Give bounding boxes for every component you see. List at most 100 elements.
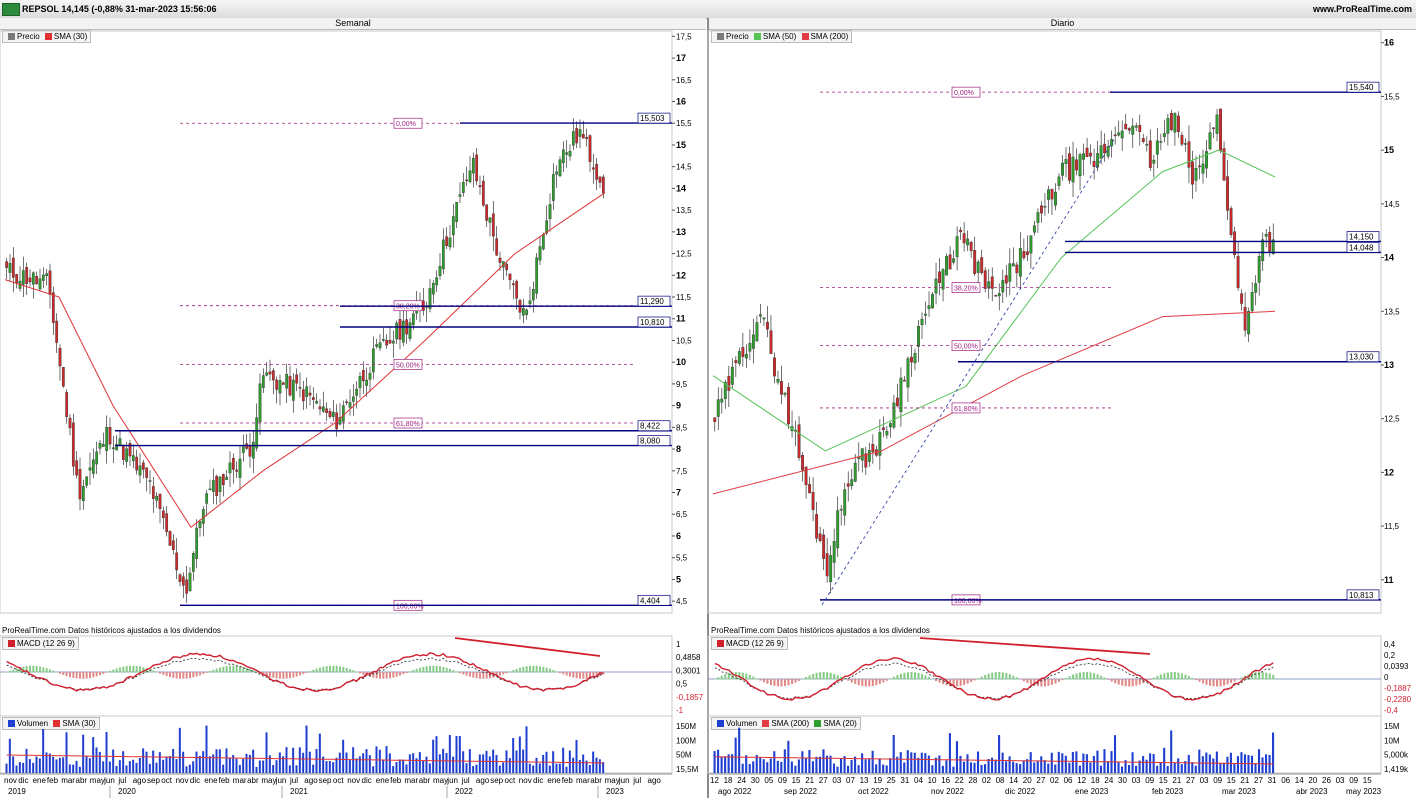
weekly-volume-bar — [415, 758, 418, 773]
weekly-month-label: may — [261, 776, 276, 785]
weekly-volume-legend[interactable]: Volumen SMA (30) — [2, 717, 100, 730]
daily-level-box — [1346, 351, 1380, 363]
weekly-macd-hist — [25, 666, 28, 673]
weekly-volume-bar — [92, 737, 95, 773]
weekly-volume-bar — [208, 756, 211, 773]
weekly-volume-bar — [598, 759, 601, 773]
daily-level-value: 13,030 — [1349, 353, 1374, 362]
daily-candle — [934, 278, 938, 294]
daily-volume-bar — [1198, 749, 1201, 773]
weekly-candle — [208, 488, 212, 491]
daily-day-label: 27 — [819, 776, 828, 785]
daily-macd-hist — [766, 679, 769, 684]
daily-volume-bar — [1078, 765, 1081, 773]
daily-macd-hist — [1254, 672, 1257, 680]
daily-macd-hist — [1191, 677, 1194, 680]
daily-price-tick: 11 — [1384, 575, 1394, 585]
weekly-candle — [178, 574, 182, 582]
weekly-candle — [108, 427, 112, 445]
weekly-macd-hist — [555, 671, 558, 673]
daily-candle — [920, 318, 924, 325]
weekly-legend[interactable]: Precio SMA (30) — [2, 30, 92, 43]
daily-macd-hist — [783, 679, 787, 687]
daily-volume-bar — [892, 734, 895, 773]
weekly-volume-bar — [178, 727, 181, 773]
daily-candle — [1075, 159, 1078, 171]
weekly-volume-bar — [578, 759, 581, 773]
daily-volume-bar — [1156, 765, 1159, 773]
weekly-month-label: may — [90, 776, 105, 785]
daily-day-label: 05 — [764, 776, 773, 785]
site-link[interactable]: www.ProRealTime.com — [1312, 4, 1412, 14]
daily-volume-bar — [1120, 766, 1124, 773]
weekly-candle — [428, 288, 432, 309]
app-logo — [2, 3, 20, 16]
daily-volume-bar — [991, 757, 994, 773]
weekly-candle — [305, 386, 309, 397]
daily-macd-hist — [1029, 679, 1032, 685]
daily-volume-bar — [1089, 762, 1092, 773]
daily-day-label: 27 — [1186, 776, 1195, 785]
daily-macd-hist — [998, 672, 1001, 680]
weekly-macd-legend[interactable]: MACD (12 26 9) — [2, 637, 79, 650]
daily-day-label: 18 — [1091, 776, 1100, 785]
weekly-title: Semanal — [0, 18, 706, 30]
daily-volume-bar — [797, 759, 800, 773]
weekly-candle — [238, 458, 242, 478]
daily-candle — [730, 366, 734, 385]
weekly-candle — [525, 309, 529, 315]
daily-macd-legend[interactable]: MACD (12 26 9) — [711, 637, 788, 650]
weekly-candle — [488, 217, 492, 223]
weekly-volume-bar — [582, 754, 585, 773]
daily-candle — [737, 351, 741, 364]
daily-volume-bar — [1152, 754, 1155, 773]
daily-volume-legend[interactable]: Volumen SMA (200) SMA (20) — [711, 717, 861, 730]
daily-volume-bar — [759, 757, 762, 773]
daily-candle — [758, 314, 762, 317]
weekly-volume-bar — [595, 757, 598, 773]
daily-volume-bar — [1008, 756, 1011, 773]
weekly-candle — [401, 320, 405, 343]
weekly-macd-hist — [305, 672, 308, 673]
daily-fib-label: 100,00% — [954, 598, 982, 605]
daily-macd-tick: 0,0393 — [1384, 662, 1409, 671]
daily-volume-bar — [878, 758, 881, 773]
weekly-candle — [435, 277, 439, 286]
daily-day-label: 12 — [1077, 776, 1086, 785]
weekly-month-label: feb — [219, 776, 231, 785]
weekly-volume-bar — [5, 763, 8, 773]
weekly-candle — [28, 277, 32, 283]
daily-sma200-line — [712, 310, 1276, 495]
weekly-candle — [348, 402, 352, 408]
weekly-macd-hist — [389, 672, 391, 679]
weekly-volume-bar — [68, 764, 71, 773]
daily-macd-hist — [1201, 679, 1205, 684]
weekly-candle — [591, 167, 595, 170]
daily-candle — [741, 347, 745, 357]
daily-macd-hist — [1226, 679, 1229, 685]
weekly-month-label: jun — [103, 776, 115, 785]
daily-macd-hist — [1012, 675, 1015, 680]
weekly-volume-bar — [12, 756, 15, 773]
weekly-candle — [145, 467, 149, 478]
weekly-volume-bar — [42, 729, 45, 773]
daily-month-label: mar 2023 — [1222, 787, 1256, 796]
weekly-candle — [538, 246, 542, 261]
daily-volume-bar — [945, 760, 948, 773]
weekly-macd-hist — [392, 672, 395, 678]
daily-candle — [1254, 283, 1258, 293]
daily-macd-hist — [780, 679, 783, 687]
daily-macd-hist — [1215, 679, 1219, 687]
weekly-level-box — [637, 420, 671, 432]
weekly-candle — [398, 319, 402, 340]
weekly-candle — [38, 278, 42, 290]
weekly-macd-hist — [345, 667, 348, 673]
daily-volume-bar — [1019, 764, 1022, 773]
daily-macd-hist — [906, 672, 909, 680]
daily-volume-bar — [868, 758, 871, 773]
daily-candle — [1247, 310, 1251, 335]
weekly-price-tick: 5,5 — [676, 554, 688, 563]
daily-candle — [976, 261, 980, 273]
weekly-candle — [308, 392, 312, 396]
